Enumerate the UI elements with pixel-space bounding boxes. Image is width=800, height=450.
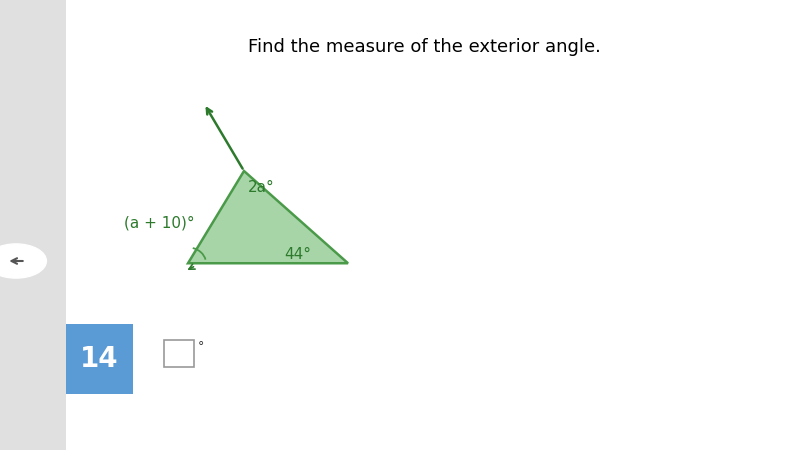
FancyBboxPatch shape xyxy=(66,0,800,450)
FancyBboxPatch shape xyxy=(164,340,194,367)
Polygon shape xyxy=(188,171,348,263)
Circle shape xyxy=(0,244,46,278)
Text: 14: 14 xyxy=(80,345,119,373)
FancyBboxPatch shape xyxy=(66,324,133,394)
Text: Find the measure of the exterior angle.: Find the measure of the exterior angle. xyxy=(247,38,601,56)
Text: 44°: 44° xyxy=(284,247,311,262)
FancyBboxPatch shape xyxy=(0,0,66,450)
Text: (a + 10)°: (a + 10)° xyxy=(124,215,194,230)
Text: °: ° xyxy=(198,340,204,353)
Text: 2a°: 2a° xyxy=(248,180,274,195)
